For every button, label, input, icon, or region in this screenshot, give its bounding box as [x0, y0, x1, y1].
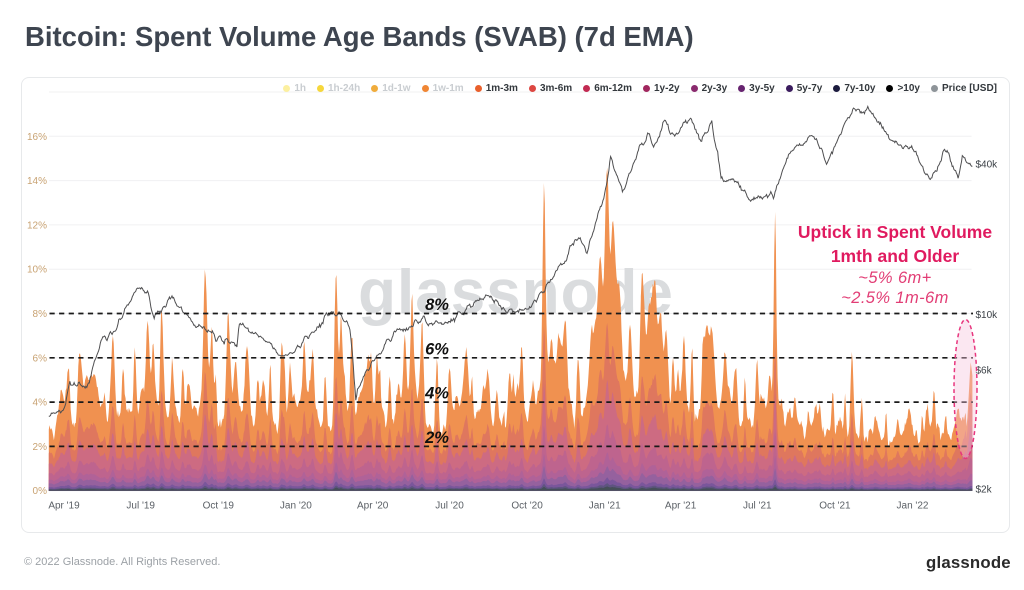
svg-text:4%: 4%: [424, 385, 449, 403]
svg-text:Jul '20: Jul '20: [435, 501, 464, 512]
svg-text:Oct '21: Oct '21: [819, 501, 851, 512]
svg-text:6%: 6%: [33, 353, 48, 364]
svg-text:8%: 8%: [425, 296, 449, 314]
svg-text:$2k: $2k: [976, 485, 993, 496]
svg-text:6%: 6%: [425, 340, 449, 358]
svg-text:Apr '19: Apr '19: [48, 501, 80, 512]
svg-text:$10k: $10k: [976, 310, 999, 321]
svg-text:Jan '21: Jan '21: [589, 501, 621, 512]
svg-text:16%: 16%: [27, 132, 47, 143]
svg-text:Apr '20: Apr '20: [357, 501, 389, 512]
svg-text:12%: 12%: [27, 220, 47, 231]
svg-text:Jan '22: Jan '22: [897, 501, 929, 512]
svg-text:Oct '19: Oct '19: [203, 501, 235, 512]
svg-text:14%: 14%: [27, 176, 47, 187]
svg-text:4%: 4%: [33, 398, 48, 409]
svg-text:8%: 8%: [33, 309, 48, 320]
svg-text:2%: 2%: [424, 429, 449, 447]
svg-text:0%: 0%: [33, 486, 48, 497]
svg-text:10%: 10%: [27, 265, 47, 276]
svg-text:$40k: $40k: [976, 159, 999, 170]
svg-text:Jan '20: Jan '20: [280, 501, 312, 512]
svg-text:Apr '21: Apr '21: [665, 501, 697, 512]
svg-text:Jul '21: Jul '21: [743, 501, 772, 512]
svg-text:2%: 2%: [33, 442, 48, 453]
svg-text:glassnode: glassnode: [358, 258, 674, 327]
svg-text:Oct '20: Oct '20: [511, 501, 543, 512]
svg-text:$6k: $6k: [976, 365, 993, 376]
svg-text:Jul '19: Jul '19: [126, 501, 155, 512]
